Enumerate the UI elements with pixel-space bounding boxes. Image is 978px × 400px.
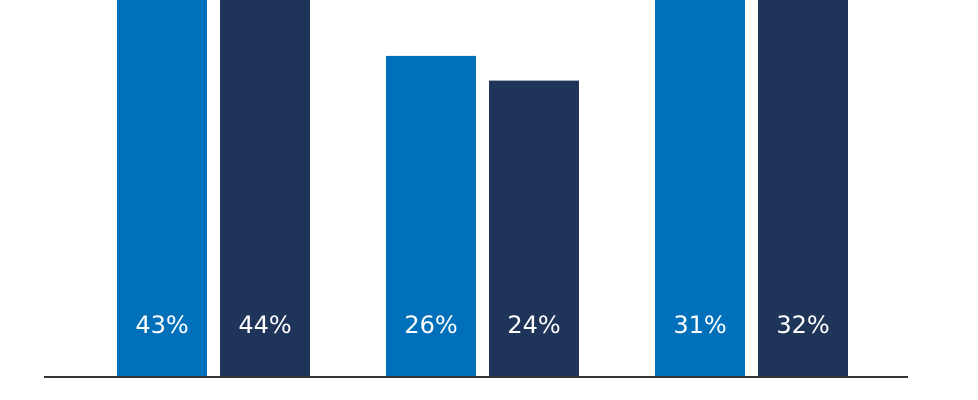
data-label-series-1-group-1: 43%	[135, 311, 188, 339]
bars-group	[117, 0, 848, 378]
data-label-series-1-group-2: 26%	[404, 311, 457, 339]
data-label-series-1-group-3: 31%	[673, 311, 726, 339]
bar-series-2-group-1	[220, 0, 310, 378]
bar-series-1-group-1	[117, 0, 207, 377]
bar-series-1-group-2	[386, 55, 476, 378]
data-label-series-2-group-2: 24%	[507, 311, 560, 339]
bar-series-2-group-3	[758, 0, 848, 378]
data-label-series-2-group-3: 32%	[776, 311, 829, 339]
bar-series-1-group-3	[655, 0, 745, 378]
labels-group: 43% 26% 31% 44% 24% 32%	[135, 311, 829, 339]
data-label-series-2-group-1: 44%	[238, 311, 291, 339]
bar-series-2-group-2	[489, 80, 579, 377]
